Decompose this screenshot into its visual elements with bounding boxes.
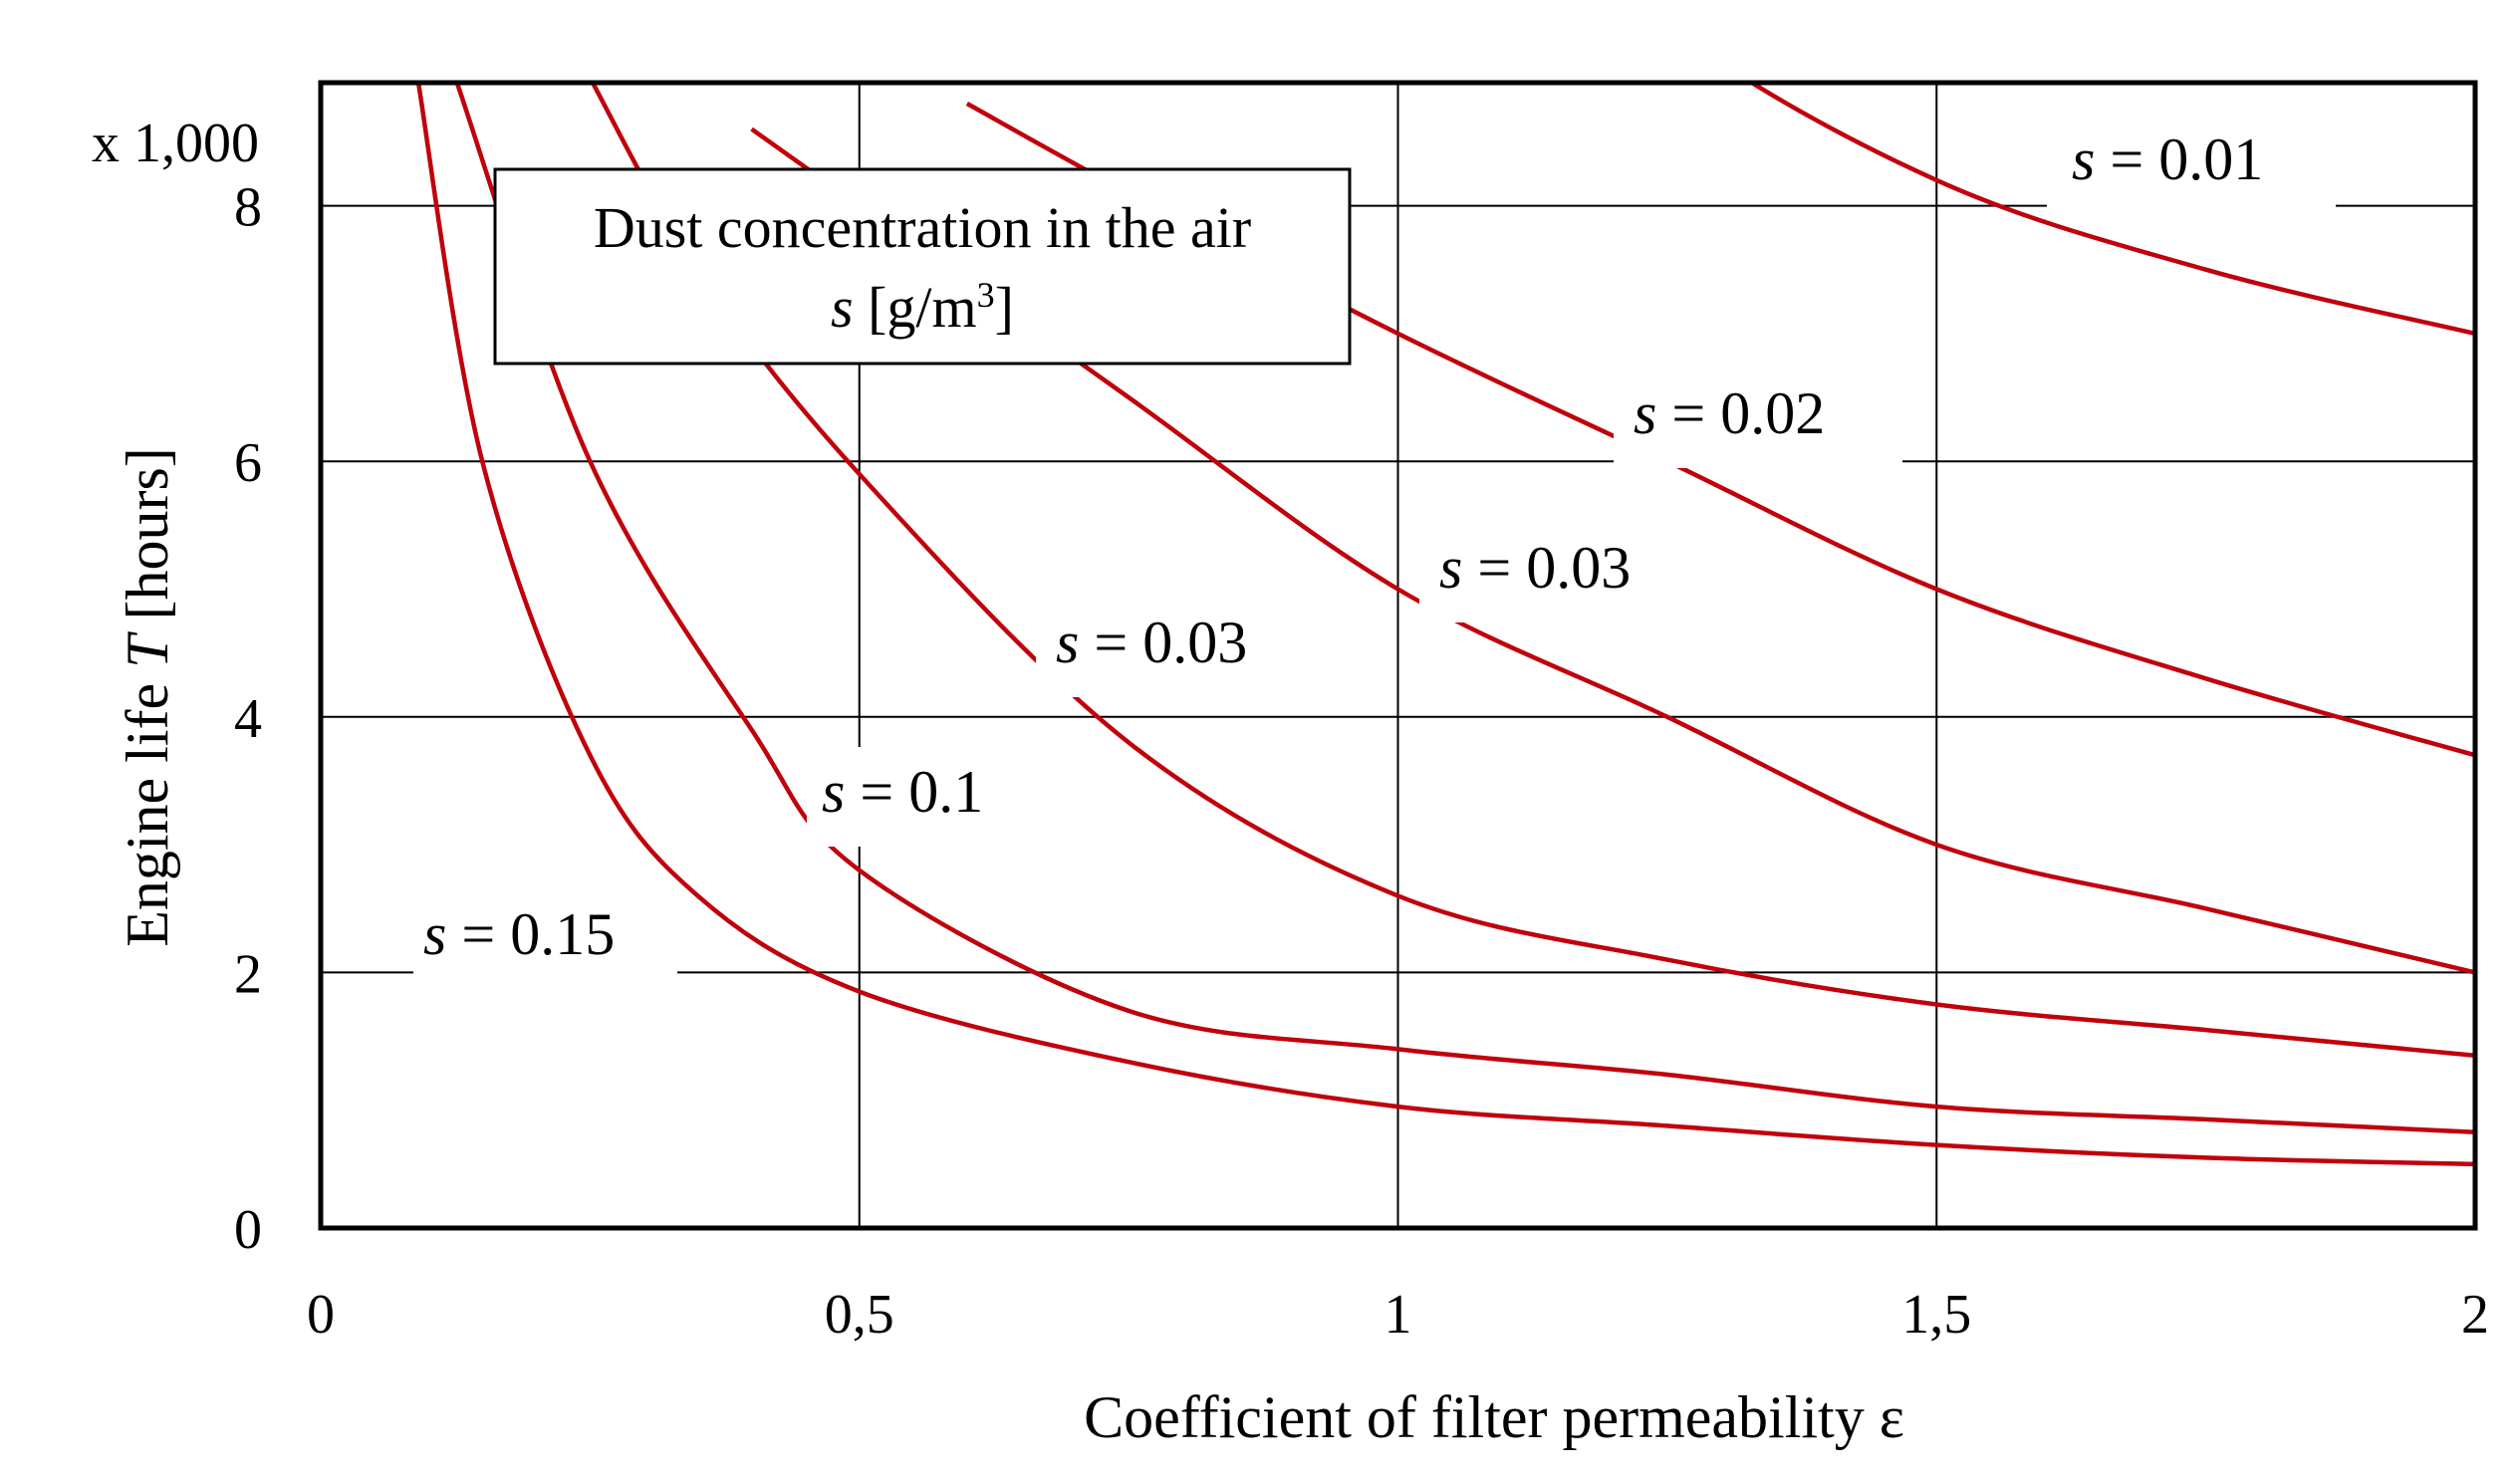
curve-label-value: = 0.01	[2095, 126, 2263, 192]
legend-unit-prefix: [g/m	[854, 275, 977, 340]
y-tick-label: 8	[234, 177, 262, 239]
y-multiplier-label: x 1,000	[92, 113, 259, 174]
curve-label-bg	[807, 747, 1051, 847]
curve-label-bg	[1036, 598, 1325, 697]
curve-label-bg	[1419, 523, 1708, 622]
curve-label-s-0.03-lower: s = 0.03	[1056, 610, 1247, 675]
curve-label-var: s	[1634, 380, 1656, 446]
curve-label-var: s	[1439, 535, 1462, 601]
y-tick-label: 0	[234, 1199, 262, 1261]
curve-label-s-0.01: s = 0.01	[2072, 126, 2263, 192]
y-axis-title-suffix: [hours]	[115, 447, 180, 634]
series-labels: s = 0.01 s = 0.02 s = 0.03 s = 0.03 s = …	[413, 110, 2336, 989]
series-line-5	[415, 83, 2475, 1167]
legend-frame	[493, 167, 1352, 366]
series-line-0	[1747, 83, 2475, 337]
x-axis-title: Coefficient of filter permeability ε	[1084, 1384, 1904, 1450]
legend-var: s	[831, 275, 854, 340]
series-line-4	[454, 83, 2475, 1135]
x-tick-label: 2	[2461, 1284, 2489, 1346]
curve-label-value: = 0.02	[1656, 380, 1825, 446]
curve-label-s-0.15: s = 0.15	[423, 901, 615, 967]
curve-label-bg	[2047, 110, 2336, 209]
y-tick-labels: 0 2 4 6 8	[234, 177, 262, 1261]
legend-box: Dust concentration in the air s [g/m3]	[493, 167, 1352, 366]
x-tick-label: 0	[307, 1284, 335, 1346]
legend-title: Dust concentration in the air	[594, 195, 1251, 260]
legend-unit-suffix: ]	[995, 275, 1014, 340]
legend-unit: s [g/m3]	[831, 275, 1014, 340]
curve-label-value: = 0.03	[1462, 535, 1631, 601]
curve-label-var: s	[1056, 610, 1079, 675]
y-axis-title-var: T	[115, 631, 180, 668]
y-tick-label: 4	[234, 688, 262, 750]
curve-label-var: s	[822, 759, 845, 825]
curve-label-var: s	[423, 901, 446, 967]
y-tick-label: 2	[234, 943, 262, 1005]
curve-label-s-0.03-upper: s = 0.03	[1439, 535, 1631, 601]
y-axis-title-prefix: Engine life	[115, 668, 180, 947]
x-tick-label: 1	[1385, 1284, 1412, 1346]
curve-label-value: = 0.03	[1079, 610, 1247, 675]
y-axis-title: Engine life T [hours]	[115, 447, 180, 947]
curve-label-bg	[1614, 369, 1902, 468]
curve-label-var: s	[2072, 126, 2095, 192]
curve-label-value: = 0.15	[446, 901, 615, 967]
curve-label-s-0.02: s = 0.02	[1634, 380, 1825, 446]
x-tick-labels: 0 0,5 1 1,5 2	[307, 1284, 2489, 1346]
x-tick-label: 0,5	[825, 1284, 894, 1346]
legend-unit-sup: 3	[977, 275, 995, 315]
plot-frame	[318, 80, 2478, 1231]
curve-label-value: = 0.1	[845, 759, 983, 825]
curve-label-s-0.1: s = 0.1	[822, 759, 983, 825]
x-tick-label: 1,5	[1901, 1284, 1971, 1346]
y-tick-label: 6	[234, 432, 262, 494]
curve-label-bg	[413, 889, 677, 989]
